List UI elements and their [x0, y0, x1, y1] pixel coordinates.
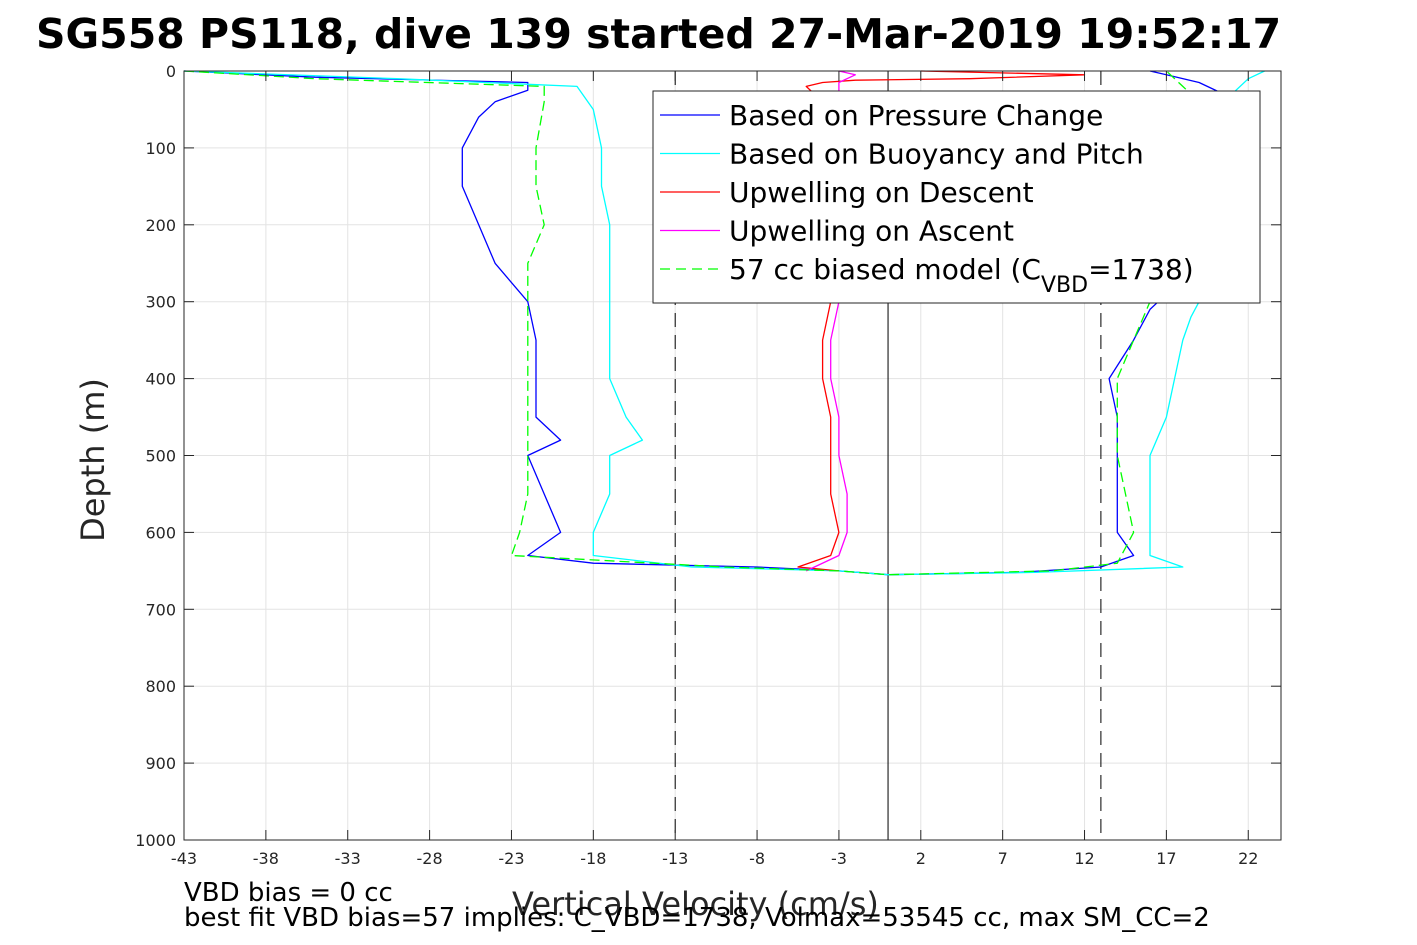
- y-tick-label: 200: [145, 216, 176, 235]
- legend: Based on Pressure Change Based on Buoyanc…: [652, 90, 1261, 304]
- x-tick-label: -18: [580, 849, 606, 868]
- x-tick-label: 7: [998, 849, 1008, 868]
- x-tick-label: -8: [749, 849, 765, 868]
- x-tick-label: -13: [662, 849, 688, 868]
- legend-label: 57 cc biased model (CVBD=1738): [729, 253, 1194, 298]
- y-tick-label: 700: [145, 600, 176, 619]
- y-tick-label: 300: [145, 293, 176, 312]
- y-tick-label: 100: [145, 139, 176, 158]
- x-axis-ticks: -43 -38 -33 -28 -23 -18 -13 -8 -3 2 7 12 17 22: [171, 71, 1258, 868]
- y-axis-ticks: 0 100 200 300 400 500 600 700 800 900 1000: [135, 62, 1281, 850]
- legend-label: Based on Buoyancy and Pitch: [729, 138, 1144, 171]
- legend-box: [652, 90, 1261, 304]
- series-line-2: [797, 70, 1086, 572]
- x-tick-label: 17: [1156, 849, 1176, 868]
- x-tick-label: -43: [171, 849, 197, 868]
- y-tick-label: 400: [145, 370, 176, 389]
- x-tick-label: 12: [1074, 849, 1094, 868]
- chart-title: SG558 PS118, dive 139 started 27-Mar-201…: [36, 10, 1281, 58]
- y-tick-label: 1000: [135, 831, 176, 850]
- best-fit-note: best fit VBD bias=57 implies: C_VBD=1738…: [184, 903, 1210, 933]
- y-tick-label: 600: [145, 523, 176, 542]
- x-tick-label: 2: [916, 849, 926, 868]
- legend-label: Upwelling on Ascent: [729, 215, 1014, 248]
- y-tick-label: 0: [166, 62, 176, 81]
- legend-label: Upwelling on Descent: [729, 176, 1034, 209]
- legend-label: Based on Pressure Change: [729, 99, 1103, 132]
- x-tick-label: -33: [335, 849, 361, 868]
- y-tick-label: 500: [145, 447, 176, 466]
- x-axis-label: Vertical Velocity (cm/s): [512, 885, 879, 923]
- x-tick-label: -28: [417, 849, 443, 868]
- y-axis-label: Depth (m): [74, 378, 112, 542]
- x-tick-label: -3: [831, 849, 847, 868]
- series-line-3: [805, 70, 856, 572]
- x-tick-label: -38: [253, 849, 279, 868]
- y-tick-label: 800: [145, 677, 176, 696]
- vbd-bias-note: VBD bias = 0 cc: [184, 878, 393, 908]
- x-tick-label: 22: [1238, 849, 1258, 868]
- x-tick-label: -23: [498, 849, 524, 868]
- y-tick-label: 900: [145, 754, 176, 773]
